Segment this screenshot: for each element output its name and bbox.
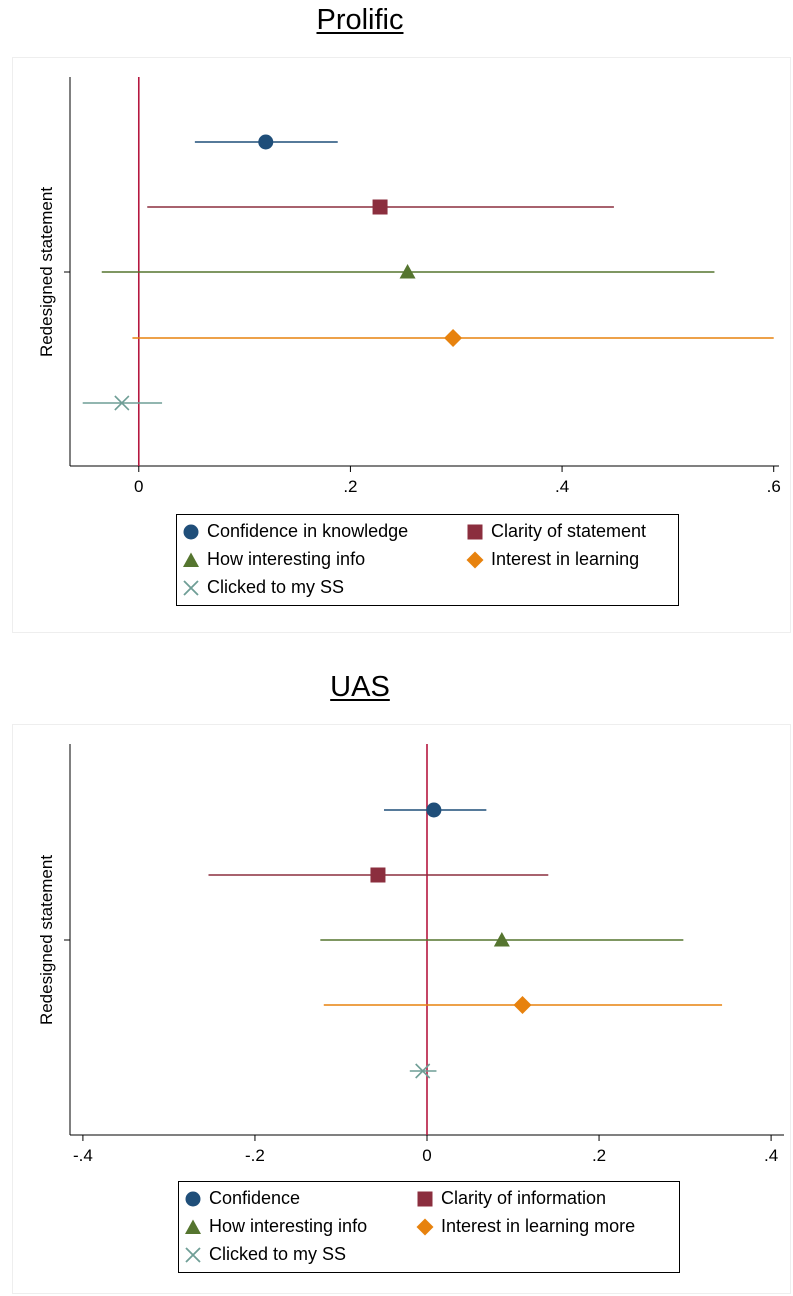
x-marker-icon [183, 579, 199, 596]
point-estimate-interest-in-learning-more [513, 996, 532, 1014]
point-estimate-confidence [426, 802, 442, 818]
point-estimate-clarity-of-information [370, 867, 386, 883]
point-estimate-confidence-in-knowledge [258, 134, 274, 150]
legend-item-clicked-to-my-ss: Clicked to my SS [182, 577, 344, 598]
y-axis-label: Redesigned statement [37, 855, 56, 1025]
series-clicked-to-my-ss [82, 395, 163, 411]
x-marker-icon [185, 1246, 201, 1263]
y-axis-label: Redesigned statement [37, 187, 56, 357]
series-how-interesting-info [101, 264, 715, 279]
legend-label: Clicked to my SS [207, 577, 345, 597]
coefficient-plot-prolific: Redesigned statement 0 .2 .4 .6 [37, 77, 781, 496]
x-tick-label: .4 [555, 477, 569, 496]
series-how-interesting-info [320, 932, 684, 947]
point-estimate-how-interesting-info [399, 264, 416, 279]
series-clarity-of-statement [147, 199, 614, 215]
legend-item-interest-in-learning: Interest in learning [466, 549, 639, 570]
legend-label: Interest in learning more [441, 1216, 636, 1236]
legend-item-clarity-of-statement: Clarity of statement [466, 521, 646, 542]
legend-label: Confidence [209, 1188, 301, 1208]
triangle-marker-icon [183, 552, 199, 567]
diamond-marker-icon [466, 551, 484, 568]
series-confidence [383, 802, 487, 818]
legend-label: Clarity of statement [491, 521, 647, 541]
legend-label: Clarity of information [441, 1188, 607, 1208]
legend-item-how-interesting-info: How interesting info [184, 1216, 367, 1237]
diamond-marker-icon [416, 1218, 434, 1235]
legend-label: How interesting info [207, 549, 366, 569]
legend-item-interest-in-learning-more: Interest in learning more [416, 1216, 635, 1237]
point-estimate-interest-in-learning [444, 329, 463, 347]
legend-item-clicked-to-my-ss: Clicked to my SS [184, 1244, 346, 1265]
point-estimate-how-interesting-info [493, 932, 510, 947]
legend-label: How interesting info [209, 1216, 368, 1236]
legend-label: Interest in learning [491, 549, 640, 569]
point-estimate-clicked-to-my-ss [415, 1063, 431, 1079]
x-tick-label: 0 [422, 1146, 431, 1165]
series-interest-in-learning [132, 329, 774, 347]
legend-item-how-interesting-info: How interesting info [182, 549, 365, 570]
square-marker-icon [467, 524, 483, 539]
legend-label: Confidence in knowledge [207, 521, 409, 541]
x-tick-label: .2 [343, 477, 357, 496]
chart-frame-prolific [12, 57, 791, 633]
x-tick-label: .6 [767, 477, 781, 496]
circle-marker-icon [183, 524, 199, 539]
legend-item-confidence: Confidence [184, 1188, 300, 1209]
triangle-marker-icon [185, 1219, 201, 1234]
series-interest-in-learning-more [323, 996, 723, 1014]
legend-uas: Confidence Clarity of information How in… [178, 1181, 680, 1273]
legend-label: Clicked to my SS [209, 1244, 347, 1264]
x-tick-label: -.2 [245, 1146, 265, 1165]
x-tick-label: -.4 [73, 1146, 93, 1165]
chart-title-uas: UAS [330, 671, 390, 703]
legend-item-confidence-in-knowledge: Confidence in knowledge [182, 521, 408, 542]
series-clicked-to-my-ss [409, 1063, 437, 1079]
legend-prolific: Confidence in knowledge Clarity of state… [176, 514, 679, 606]
chart-frame-uas [12, 724, 791, 1294]
point-estimate-clicked-to-my-ss [114, 395, 130, 411]
coefficient-plot-uas: Redesigned statement -.4 -.2 0 .2 .4 [37, 744, 784, 1165]
square-marker-icon [417, 1191, 433, 1206]
series-clarity-of-information [208, 867, 549, 883]
circle-marker-icon [185, 1191, 201, 1206]
legend-item-clarity-of-information: Clarity of information [416, 1188, 606, 1209]
chart-title-prolific: Prolific [316, 4, 404, 36]
point-estimate-clarity-of-statement [372, 199, 388, 215]
series-confidence-in-knowledge [194, 134, 338, 150]
x-tick-label: .4 [764, 1146, 778, 1165]
x-tick-label: 0 [134, 477, 143, 496]
x-tick-label: .2 [592, 1146, 606, 1165]
